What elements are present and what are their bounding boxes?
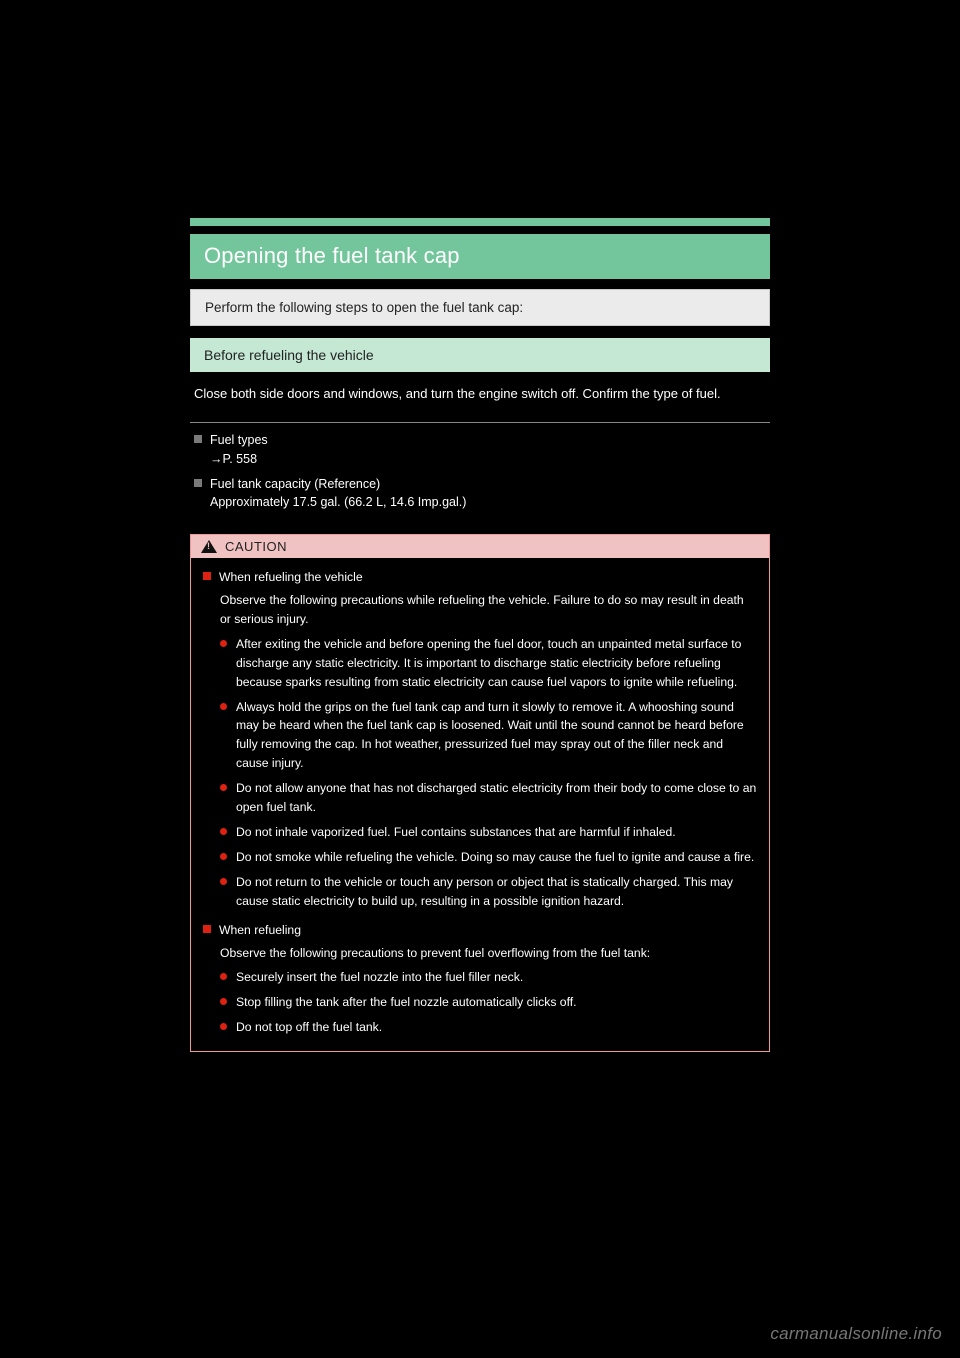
caution-section-heading: When refueling the vehicle bbox=[203, 568, 757, 587]
caution-bullet: Do not smoke while refueling the vehicle… bbox=[203, 848, 757, 867]
red-dot-icon bbox=[220, 784, 227, 791]
caution-bullet-text: After exiting the vehicle and before ope… bbox=[236, 635, 757, 692]
caution-bullet-text: Always hold the grips on the fuel tank c… bbox=[236, 698, 757, 774]
caution-bullet: Securely insert the fuel nozzle into the… bbox=[203, 968, 757, 987]
watermark-text: carmanualsonline.info bbox=[770, 1324, 942, 1344]
caution-label: CAUTION bbox=[225, 539, 287, 554]
warning-triangle-icon bbox=[201, 540, 217, 553]
info-list: Fuel types →P. 558 Fuel tank capacity (R… bbox=[190, 431, 770, 512]
caution-bullet-text: Do not return to the vehicle or touch an… bbox=[236, 873, 757, 911]
red-dot-icon bbox=[220, 703, 227, 710]
intro-text: Perform the following steps to open the … bbox=[190, 289, 770, 326]
caution-bullet-text: Do not smoke while refueling the vehicle… bbox=[236, 848, 757, 867]
caution-bullet: Always hold the grips on the fuel tank c… bbox=[203, 698, 757, 774]
caution-bullet-text: Stop filling the tank after the fuel noz… bbox=[236, 993, 757, 1012]
caution-bullet: Do not inhale vaporized fuel. Fuel conta… bbox=[203, 823, 757, 842]
red-dot-icon bbox=[220, 640, 227, 647]
caution-section-title: When refueling bbox=[219, 921, 757, 940]
square-bullet-icon bbox=[194, 479, 202, 487]
page-content: Opening the fuel tank cap Perform the fo… bbox=[190, 200, 770, 1052]
caution-section-heading: When refueling bbox=[203, 921, 757, 940]
red-square-icon bbox=[203, 925, 211, 933]
caution-box: CAUTION When refueling the vehicle Obser… bbox=[190, 534, 770, 1052]
caution-bullet: Do not allow anyone that has not dischar… bbox=[203, 779, 757, 817]
red-dot-icon bbox=[220, 853, 227, 860]
info-body: Approximately 17.5 gal. (66.2 L, 14.6 Im… bbox=[210, 493, 466, 512]
info-title: Fuel types bbox=[210, 431, 268, 450]
red-square-icon bbox=[203, 572, 211, 580]
info-body: →P. 558 bbox=[210, 450, 268, 469]
caution-lead-text: Observe the following precautions while … bbox=[203, 591, 757, 629]
caution-bullet: After exiting the vehicle and before ope… bbox=[203, 635, 757, 692]
caution-bullet: Do not top off the fuel tank. bbox=[203, 1018, 757, 1037]
caution-bullet: Do not return to the vehicle or touch an… bbox=[203, 873, 757, 911]
section-heading-before-refueling: Before refueling the vehicle bbox=[190, 338, 770, 372]
page-title: Opening the fuel tank cap bbox=[190, 234, 770, 279]
info-item-fuel-capacity: Fuel tank capacity (Reference) Approxima… bbox=[194, 475, 766, 513]
body-paragraph: Close both side doors and windows, and t… bbox=[190, 384, 770, 404]
caution-bullet: Stop filling the tank after the fuel noz… bbox=[203, 993, 757, 1012]
caution-bullet-text: Securely insert the fuel nozzle into the… bbox=[236, 968, 757, 987]
caution-lead-text: Observe the following precautions to pre… bbox=[203, 944, 757, 963]
divider bbox=[190, 422, 770, 423]
caution-section-title: When refueling the vehicle bbox=[219, 568, 757, 587]
info-item-fuel-types: Fuel types →P. 558 bbox=[194, 431, 766, 469]
caution-header: CAUTION bbox=[191, 535, 769, 558]
caution-bullet-text: Do not inhale vaporized fuel. Fuel conta… bbox=[236, 823, 757, 842]
red-dot-icon bbox=[220, 973, 227, 980]
red-dot-icon bbox=[220, 828, 227, 835]
caution-bullet-text: Do not top off the fuel tank. bbox=[236, 1018, 757, 1037]
red-dot-icon bbox=[220, 878, 227, 885]
caution-bullet-text: Do not allow anyone that has not dischar… bbox=[236, 779, 757, 817]
red-dot-icon bbox=[220, 1023, 227, 1030]
info-title: Fuel tank capacity (Reference) bbox=[210, 475, 466, 494]
square-bullet-icon bbox=[194, 435, 202, 443]
red-dot-icon bbox=[220, 998, 227, 1005]
